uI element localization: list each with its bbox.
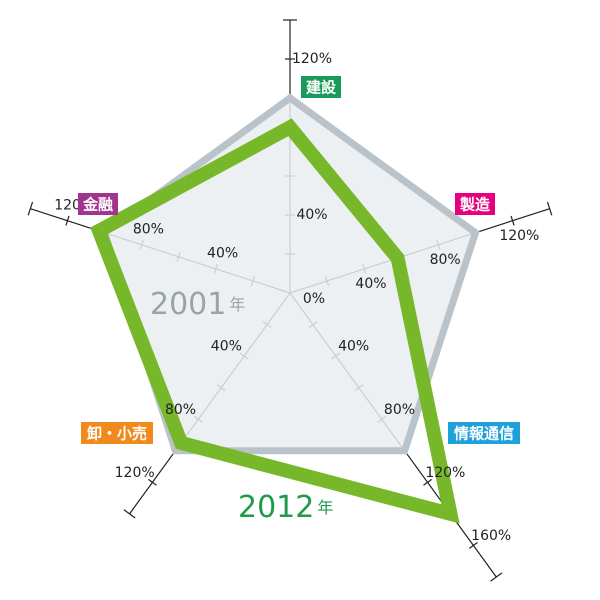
tick-label: 40% xyxy=(296,207,327,223)
tick-label: 80% xyxy=(165,402,196,418)
category-label: 建設 xyxy=(306,79,337,97)
series-label-year: 2001 xyxy=(150,287,226,322)
category-label: 金融 xyxy=(82,196,113,214)
series-label: 2001 年 xyxy=(150,287,245,322)
tick-mark xyxy=(423,478,432,486)
tick-label: 120% xyxy=(115,465,155,481)
tick-label: 120% xyxy=(425,465,465,481)
category-label: 情報通信 xyxy=(454,425,514,443)
tick-label: 80% xyxy=(430,252,461,268)
series-label-suffix: 年 xyxy=(229,295,245,314)
axis-end xyxy=(546,201,553,216)
series-label-suffix: 年 xyxy=(317,498,333,517)
category-label: 卸・小売 xyxy=(87,425,147,443)
tick-label: 40% xyxy=(207,246,238,262)
category-label: 製造 xyxy=(459,196,490,214)
axis-end xyxy=(123,509,136,519)
tick-label: 80% xyxy=(133,222,164,238)
tick-label: 40% xyxy=(355,276,386,292)
category-box xyxy=(78,193,118,215)
series-label-year: 2012 xyxy=(238,490,314,525)
category-box xyxy=(448,422,520,444)
category-box xyxy=(455,193,495,215)
category-box xyxy=(301,76,341,98)
series-polygon xyxy=(90,118,460,524)
category-box xyxy=(81,422,153,444)
tick-label: 120% xyxy=(499,228,539,244)
tick-label: 40% xyxy=(338,339,369,355)
tick-label: 120% xyxy=(292,51,332,67)
tick-mark xyxy=(468,541,478,549)
center-tick-label: 0% xyxy=(303,291,325,307)
tick-mark xyxy=(148,478,157,486)
tick-mark xyxy=(510,215,515,226)
axis-end xyxy=(490,572,503,582)
series-label: 2012 年 xyxy=(238,490,333,525)
tick-mark xyxy=(65,215,70,226)
tick-label: 40% xyxy=(211,339,242,355)
tick-label: 160% xyxy=(471,528,511,544)
axis-end xyxy=(27,201,34,216)
tick-label: 80% xyxy=(384,402,415,418)
